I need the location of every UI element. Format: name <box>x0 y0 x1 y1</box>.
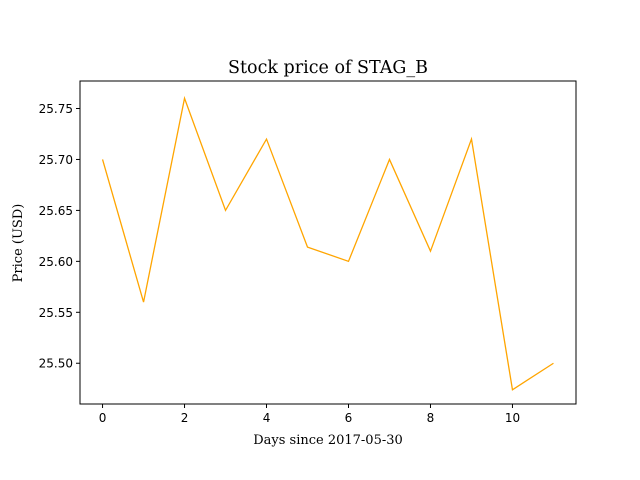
x-tick-label: 6 <box>345 411 353 425</box>
y-axis: 25.50 25.55 25.60 25.65 25.70 25.75 <box>39 102 80 371</box>
x-axis-label: Days since 2017-05-30 <box>253 433 403 448</box>
y-tick-label: 25.65 <box>39 204 73 218</box>
x-tick-label: 10 <box>505 411 520 425</box>
x-tick-label: 8 <box>427 411 435 425</box>
plot-area <box>79 80 577 405</box>
chart-title: Stock price of STAG_B <box>228 58 428 78</box>
y-tick-label: 25.60 <box>39 255 73 269</box>
y-axis-label: Price (USD) <box>11 204 26 283</box>
y-tick-label: 25.70 <box>39 153 73 167</box>
x-tick-label: 2 <box>181 411 189 425</box>
x-tick-label: 0 <box>99 411 107 425</box>
y-tick-label: 25.55 <box>39 306 73 320</box>
x-tick-label: 4 <box>263 411 271 425</box>
x-axis: 0 2 4 6 8 10 <box>99 404 520 425</box>
axes-frame <box>79 80 577 405</box>
y-tick-label: 25.50 <box>39 357 73 371</box>
series-line <box>101 95 554 391</box>
y-tick-label: 25.75 <box>39 102 73 116</box>
